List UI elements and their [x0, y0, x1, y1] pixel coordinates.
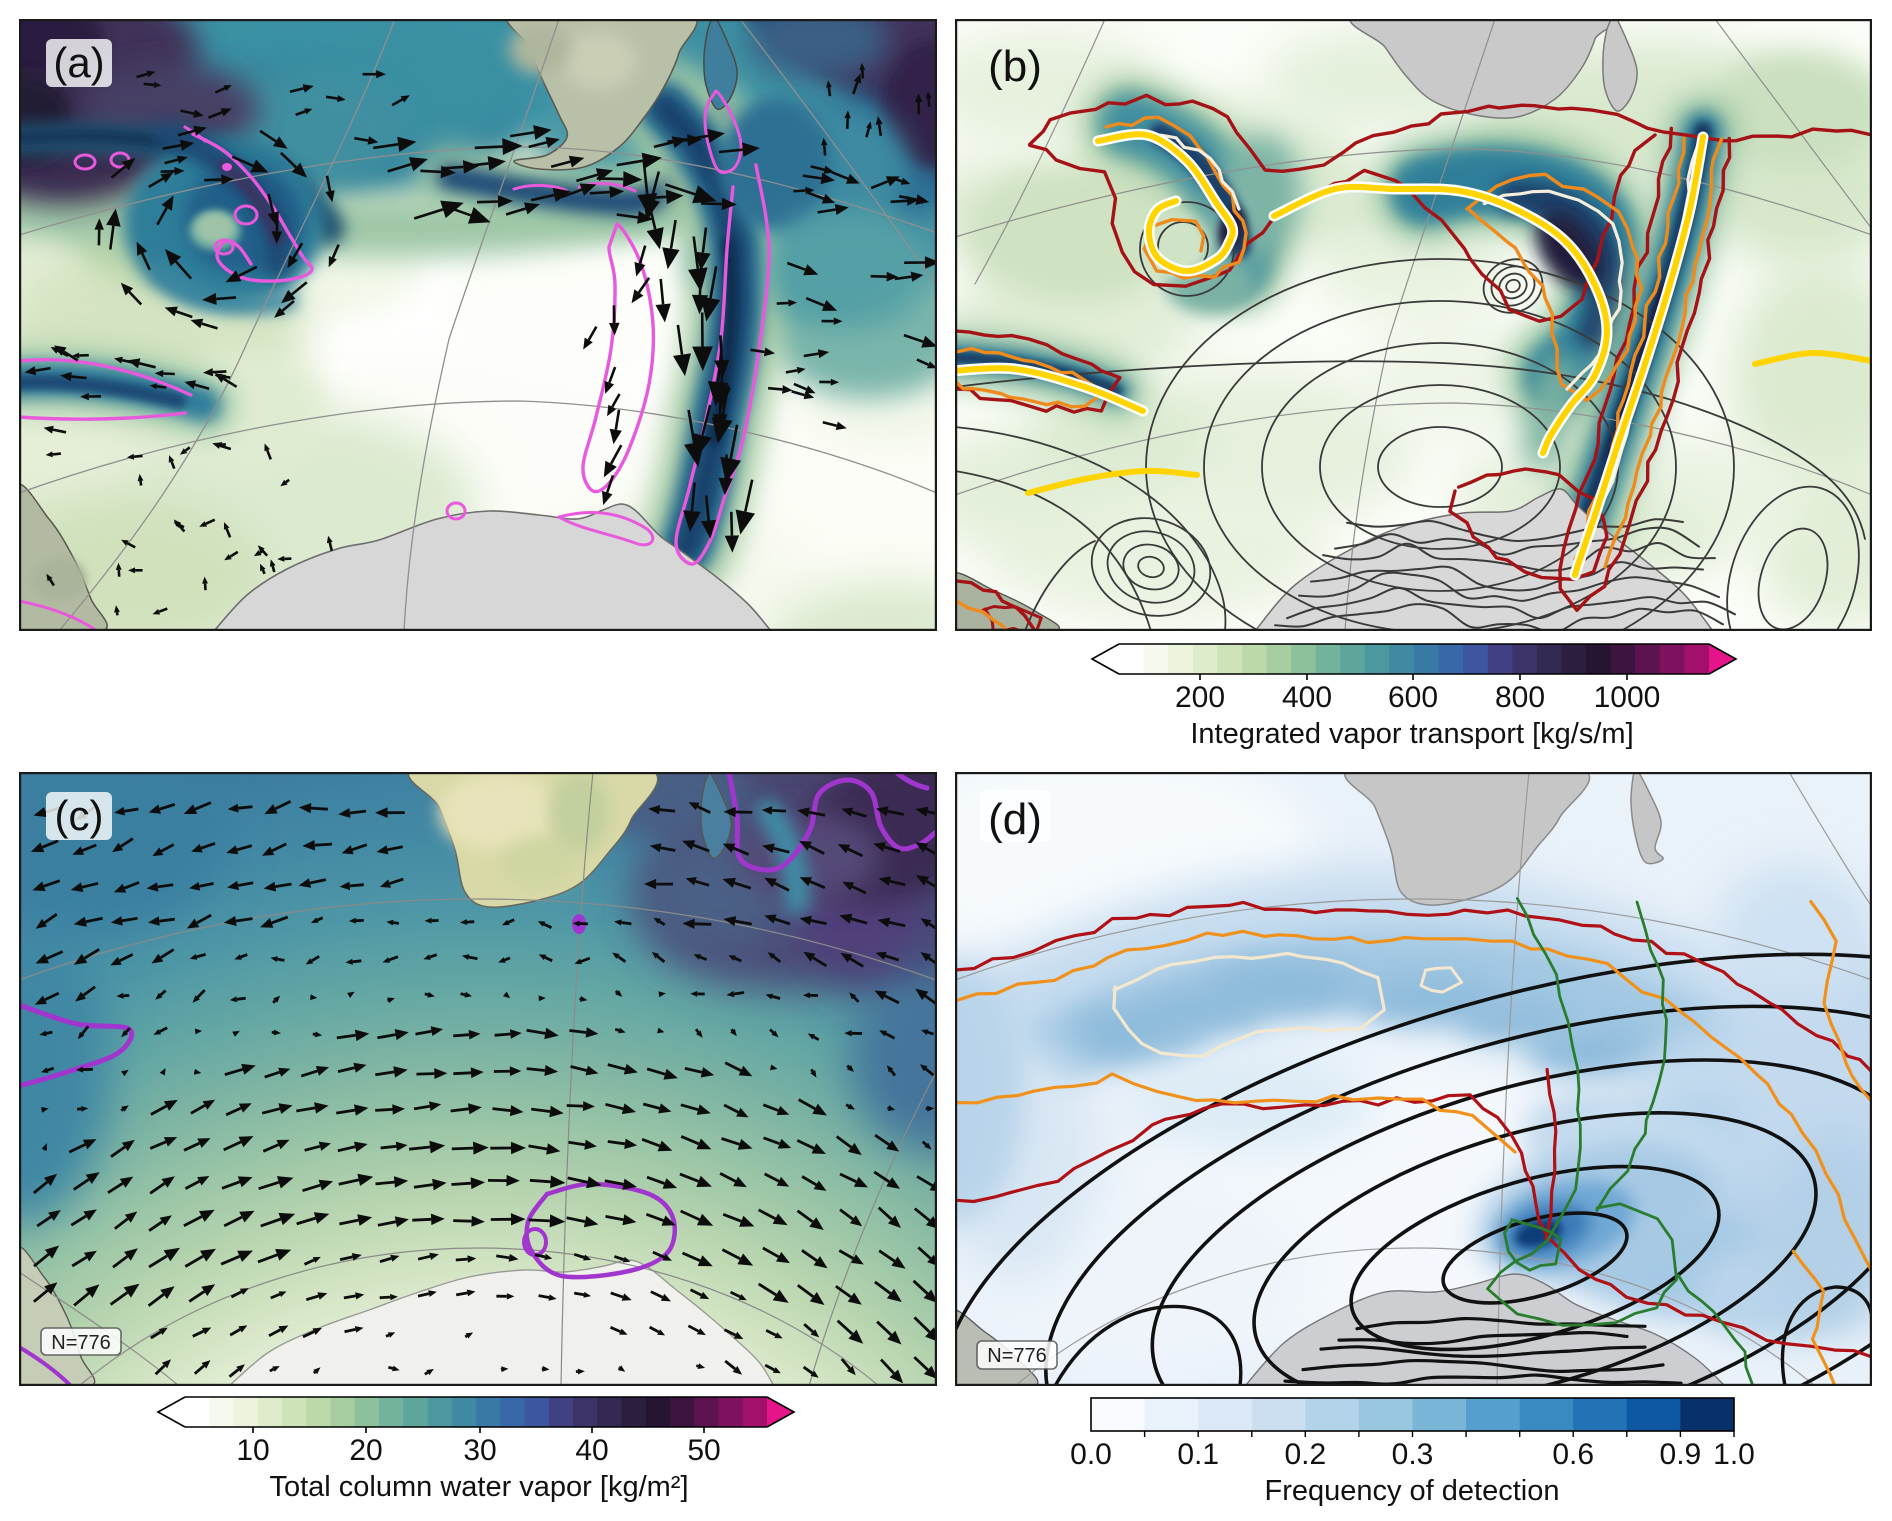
- svg-text:0.6: 0.6: [1552, 1438, 1594, 1471]
- svg-text:0.1: 0.1: [1177, 1438, 1219, 1471]
- svg-text:600: 600: [1388, 681, 1438, 714]
- svg-text:Total column water vapor [kg/m: Total column water vapor [kg/m²]: [269, 1471, 688, 1503]
- svg-text:(d): (d): [988, 795, 1042, 844]
- svg-text:20: 20: [349, 1434, 382, 1467]
- svg-text:10: 10: [236, 1434, 269, 1467]
- svg-text:200: 200: [1175, 681, 1225, 714]
- svg-text:0.2: 0.2: [1284, 1438, 1326, 1471]
- svg-text:0.0: 0.0: [1070, 1438, 1112, 1471]
- svg-text:800: 800: [1495, 681, 1545, 714]
- svg-text:1.0: 1.0: [1713, 1438, 1755, 1471]
- svg-text:30: 30: [463, 1434, 496, 1467]
- svg-text:0.9: 0.9: [1660, 1438, 1702, 1471]
- svg-text:(c): (c): [55, 792, 104, 839]
- svg-text:400: 400: [1282, 681, 1332, 714]
- svg-text:1000: 1000: [1594, 681, 1661, 714]
- svg-text:0.3: 0.3: [1392, 1438, 1434, 1471]
- svg-text:Integrated vapor transport [kg: Integrated vapor transport [kg/s/m]: [1190, 718, 1633, 750]
- svg-text:(b): (b): [988, 42, 1042, 91]
- svg-text:(a): (a): [53, 39, 104, 86]
- svg-text:40: 40: [575, 1434, 608, 1467]
- svg-text:N=776: N=776: [987, 1345, 1047, 1367]
- svg-text:50: 50: [687, 1434, 720, 1467]
- svg-text:Frequency of detection: Frequency of detection: [1264, 1475, 1559, 1507]
- svg-text:N=776: N=776: [51, 1332, 111, 1354]
